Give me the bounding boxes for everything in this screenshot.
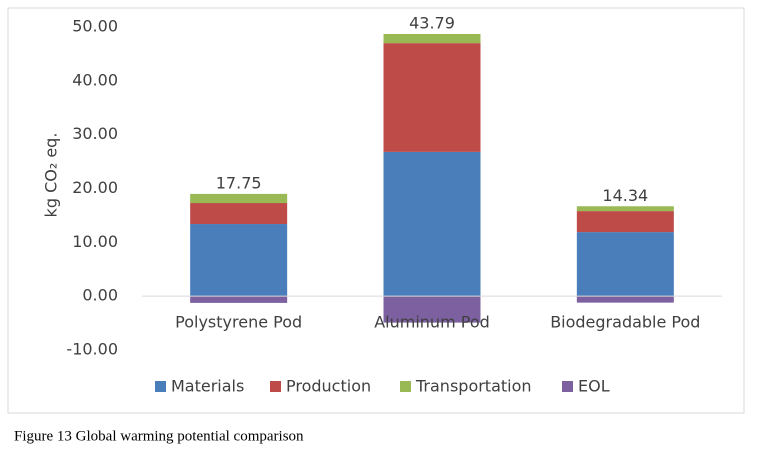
bar-segment [190,193,288,204]
y-tick-label: -10.00 [66,340,118,359]
legend-swatch [400,381,411,392]
total-label: 43.79 [409,13,455,32]
bar-segment [190,296,288,303]
x-tick-label: Polystyrene Pod [175,313,302,332]
legend-swatch [562,381,573,392]
y-tick-label: 50.00 [72,17,118,36]
bar-segment [190,203,288,225]
bar-segment [383,151,481,297]
total-label: 17.75 [216,173,262,192]
legend-label: Materials [171,377,244,396]
y-tick-label: 10.00 [72,232,118,251]
legend-swatch [270,381,281,392]
bar-segment [576,211,674,233]
y-tick-label: 20.00 [72,178,118,197]
legend-label: EOL [578,377,610,396]
bar-segment [190,224,288,297]
x-tick-label: Aluminum Pod [374,313,490,332]
bar-segment [576,206,674,212]
bar-segment [383,43,481,152]
legend-label: Transportation [415,377,532,396]
x-tick-label: Biodegradable Pod [550,313,700,332]
bar-segment [576,296,674,303]
legend-label: Production [286,377,371,396]
bar-segment [576,232,674,297]
total-label: 14.34 [602,186,648,205]
y-tick-label: 0.00 [82,286,118,305]
bar-segment [383,33,481,44]
caption: Figure 13 Global warming potential compa… [14,428,304,444]
legend-swatch [155,381,166,392]
y-axis-label: kg CO₂ eq. [42,133,61,218]
y-tick-label: 40.00 [72,70,118,89]
bar-segment [383,296,481,323]
y-tick-label: 30.00 [72,124,118,143]
